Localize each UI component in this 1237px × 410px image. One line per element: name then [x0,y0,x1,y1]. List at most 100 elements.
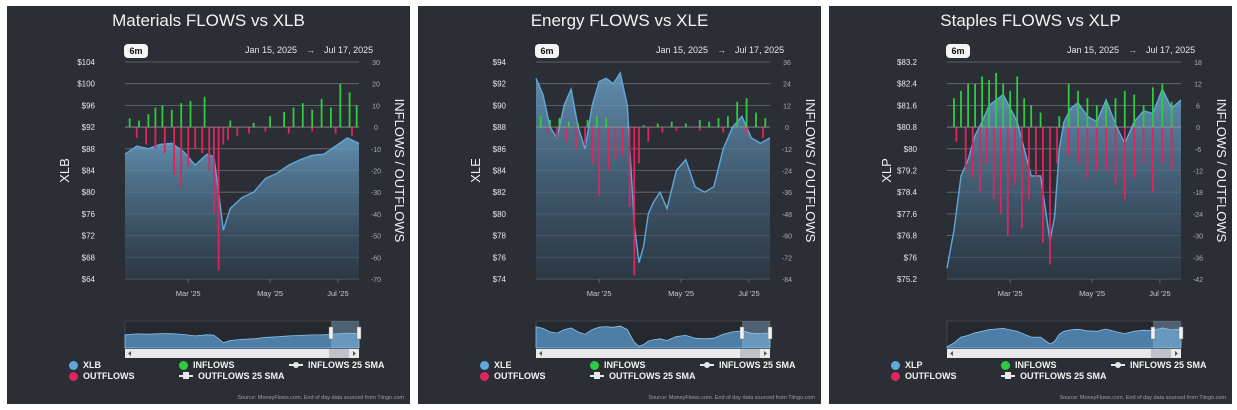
legend-inflows[interactable]: INFLOWS [590,360,646,370]
inflow-bar [1039,112,1042,128]
inflow-bar [154,107,157,128]
inflow-bar [745,98,748,128]
outflow-bar [565,127,568,142]
range-selector-button[interactable]: 6m [124,44,148,58]
inflow-bar [1133,94,1136,128]
legend-outflows-sma-line-icon [590,372,604,379]
legend-inflows-sma[interactable]: INFLOWS 25 SMA [289,360,385,370]
legend-outflows-sma[interactable]: OUTFLOWS 25 SMA [590,371,696,381]
left-tick-label: $76 [82,210,96,219]
inflow-bar [684,123,687,128]
inflow-bar [170,109,173,128]
inflow-bar [252,122,255,128]
navigator-scrollbar[interactable] [125,349,359,358]
right-tick-label: 6 [1196,103,1200,110]
date-arrow: → [1128,45,1138,55]
outflow-bar [633,127,636,276]
right-tick-label: 30 [372,60,380,67]
left-tick-label: $74 [493,275,507,284]
right-tick-label: -60 [371,255,381,262]
right-tick-label: -24 [1193,212,1203,219]
outflow-bar [287,127,290,134]
inflow-bar [736,101,739,128]
legend-inflows-sma[interactable]: INFLOWS 25 SMA [1111,360,1207,370]
left-tick-label: $64 [82,275,96,284]
inflow-bar [203,96,206,128]
navigator-scrollbar[interactable] [536,349,770,358]
right-tick-label: -24 [782,169,792,176]
right-tick-label: -40 [371,212,381,219]
navigator-right-handle[interactable] [767,326,773,340]
legend-price[interactable]: XLE [480,360,512,370]
x-tick-label: May '25 [668,289,694,298]
outflow-bar [1142,127,1145,164]
left-tick-label: $80 [493,210,507,219]
legend-outflows-sma[interactable]: OUTFLOWS 25 SMA [179,371,285,381]
left-axis-title: XLB [57,158,72,183]
scrollbar-thumb[interactable] [1151,349,1171,358]
legend-outflows-sma[interactable]: OUTFLOWS 25 SMA [1001,371,1107,381]
navigator-left-handle[interactable] [328,326,334,340]
right-tick-label: -36 [1193,255,1203,262]
outflow-bar [351,127,353,136]
inflow-bar [138,120,140,128]
inflow-bar [1086,98,1089,128]
right-tick-label: -50 [371,234,381,241]
inflow-bar [311,109,314,128]
outflow-bar [722,127,725,133]
inflow-bar [708,121,711,128]
outflow-bar [985,127,988,164]
legend-inflows[interactable]: INFLOWS [179,360,235,370]
legend-price[interactable]: XLP [891,360,923,370]
outflow-bar [607,127,610,171]
left-tick-label: $88 [493,123,507,132]
outflow-bar [1095,127,1098,171]
legend-inflows-sma-line-icon [289,362,303,368]
navigator-right-handle[interactable] [1178,326,1184,340]
left-tick-label: $92 [82,123,96,132]
right-tick-label: -36 [782,190,792,197]
legend-inflows-sma[interactable]: INFLOWS 25 SMA [700,360,796,370]
scroll-left-arrow-icon [950,351,953,356]
legend-outflows-marker-icon [480,371,489,381]
legend-inflows[interactable]: INFLOWS [1001,360,1057,370]
scrollbar-thumb[interactable] [740,349,760,358]
date-range[interactable]: Jan 15, 2025 → Jul 17, 2025 [656,45,784,55]
date-range[interactable]: Jan 15, 2025 → Jul 17, 2025 [245,45,373,55]
inflow-bar [128,118,131,128]
source-credit: Source: MoneyFlows.com. End of day data … [237,395,404,401]
left-tick-label: $100 [77,80,95,89]
left-tick-label: $96 [82,101,96,110]
outflow-bar [955,127,958,142]
legend-outflows[interactable]: OUTFLOWS [480,371,546,381]
legend-outflows-sma-line-icon [179,372,193,379]
legend-inflows-sma-label: INFLOWS 25 SMA [1130,360,1207,370]
legend-outflows[interactable]: OUTFLOWS [891,371,957,381]
outflow-bar [1014,127,1016,185]
inflow-bar [1123,90,1126,128]
left-tick-label: $90 [493,101,507,110]
navigator-right-handle[interactable] [356,326,362,340]
range-selector-button[interactable]: 6m [946,44,970,58]
x-tick-label: May '25 [1079,289,1105,298]
navigator-left-handle[interactable] [739,326,745,340]
scrollbar-thumb[interactable] [329,349,349,358]
date-range[interactable]: Jan 15, 2025 → Jul 17, 2025 [1067,45,1195,55]
navigator-left-handle[interactable] [1150,326,1156,340]
inflow-bar [1077,90,1079,128]
navigator-scrollbar[interactable] [947,349,1181,358]
legend-price-label: XLE [494,360,512,370]
range-selector-button[interactable]: 6m [535,44,559,58]
outflow-bar [621,127,624,156]
outflow-bar [1133,127,1136,178]
legend-outflows[interactable]: OUTFLOWS [69,371,135,381]
price-area [536,72,770,280]
outflow-bar [264,127,267,132]
left-tick-label: $68 [82,253,96,262]
x-tick-label: May '25 [257,289,283,298]
inflow-bar [1105,101,1107,128]
legend-price[interactable]: XLB [69,360,101,370]
inflow-bar [1016,76,1019,128]
inflow-bar [558,118,561,128]
right-tick-label: 12 [1194,82,1202,89]
